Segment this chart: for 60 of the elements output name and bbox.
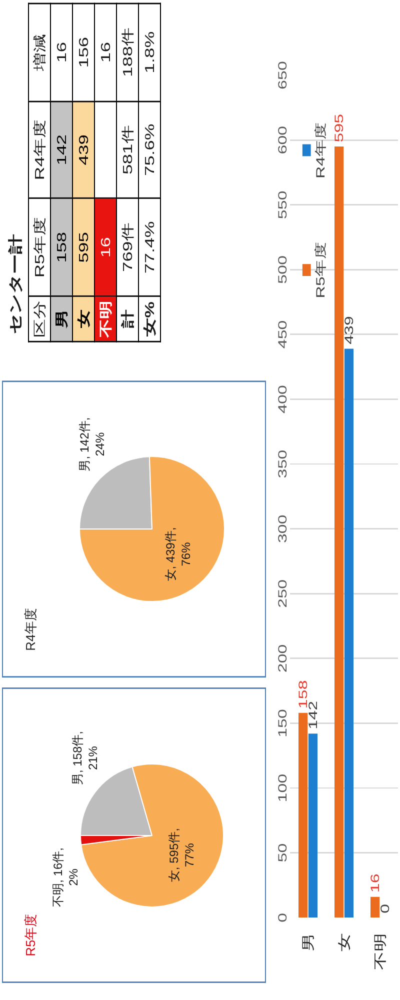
x-tick-label: 女 (338, 933, 352, 952)
x-tick-label: 不明 (374, 933, 388, 970)
y-tick-label: 100 (276, 774, 290, 802)
category-label: 不明 (98, 300, 112, 338)
legend-label: R5年度 (314, 242, 328, 298)
bar (308, 734, 318, 918)
y-tick-label: 650 (276, 61, 290, 90)
bar (298, 712, 308, 918)
text: 16 (54, 42, 69, 63)
data-label: 不明, 16件, 2% (51, 848, 81, 907)
text: 158 (54, 232, 69, 263)
category-label: R4年度 (28, 101, 50, 199)
pie-slice (79, 456, 225, 602)
y-tick-label: 500 (276, 255, 290, 284)
bar (334, 146, 344, 918)
y-tick-label: 550 (276, 190, 290, 220)
text: 16 (98, 237, 113, 258)
data-label: 男, 158件, 21% (70, 731, 100, 786)
bar (344, 348, 354, 918)
y-tick-label: 0 (276, 912, 290, 922)
category-label: 女% (142, 301, 156, 336)
y-tick-label: 350 (276, 450, 290, 478)
y-tick-label: 50 (276, 843, 290, 862)
data-label: 0 (379, 904, 392, 914)
category-label: 計 (120, 310, 134, 328)
category-label: 女 (76, 310, 90, 328)
bar (370, 896, 380, 918)
text: 439 (76, 134, 91, 166)
text: 1.8% (142, 31, 157, 74)
y-tick-label: 250 (276, 579, 290, 608)
text: 595 (76, 232, 91, 263)
text: 16 (98, 42, 113, 63)
text: 769件 (120, 222, 134, 272)
category-label: 増減 (28, 4, 50, 102)
y-tick-label: 300 (276, 514, 290, 544)
data-label: 女, 439件, 76% (163, 527, 193, 582)
data-label: 女, 595件, 77% (167, 828, 197, 882)
data-label: 男, 142件, 24% (77, 417, 107, 472)
legend-label: R4年度 (314, 122, 328, 178)
y-tick-label: 200 (276, 644, 290, 673)
data-label: 595 (333, 114, 346, 142)
text: センター計 (6, 233, 24, 336)
text: 区分 (28, 296, 50, 342)
data-label: 439 (343, 316, 356, 344)
data-label: 16 (369, 874, 382, 893)
y-tick-label: 150 (276, 708, 290, 738)
text: 77.4% (142, 221, 157, 274)
text: 156 (76, 36, 91, 68)
text: R5年度 (22, 914, 38, 956)
y-tick-label: 600 (276, 126, 290, 154)
category-label: R5年度 (28, 198, 50, 296)
x-tick-label: 男 (302, 933, 316, 952)
text: 188件 (120, 28, 134, 77)
y-tick-label: 450 (276, 320, 290, 349)
y-tick-label: 400 (276, 385, 290, 414)
text: 581件 (120, 125, 134, 175)
text: 142 (54, 134, 69, 166)
category-label: 男 (54, 310, 68, 328)
text: R4年度 (22, 608, 38, 651)
text: 75.6% (142, 124, 157, 176)
